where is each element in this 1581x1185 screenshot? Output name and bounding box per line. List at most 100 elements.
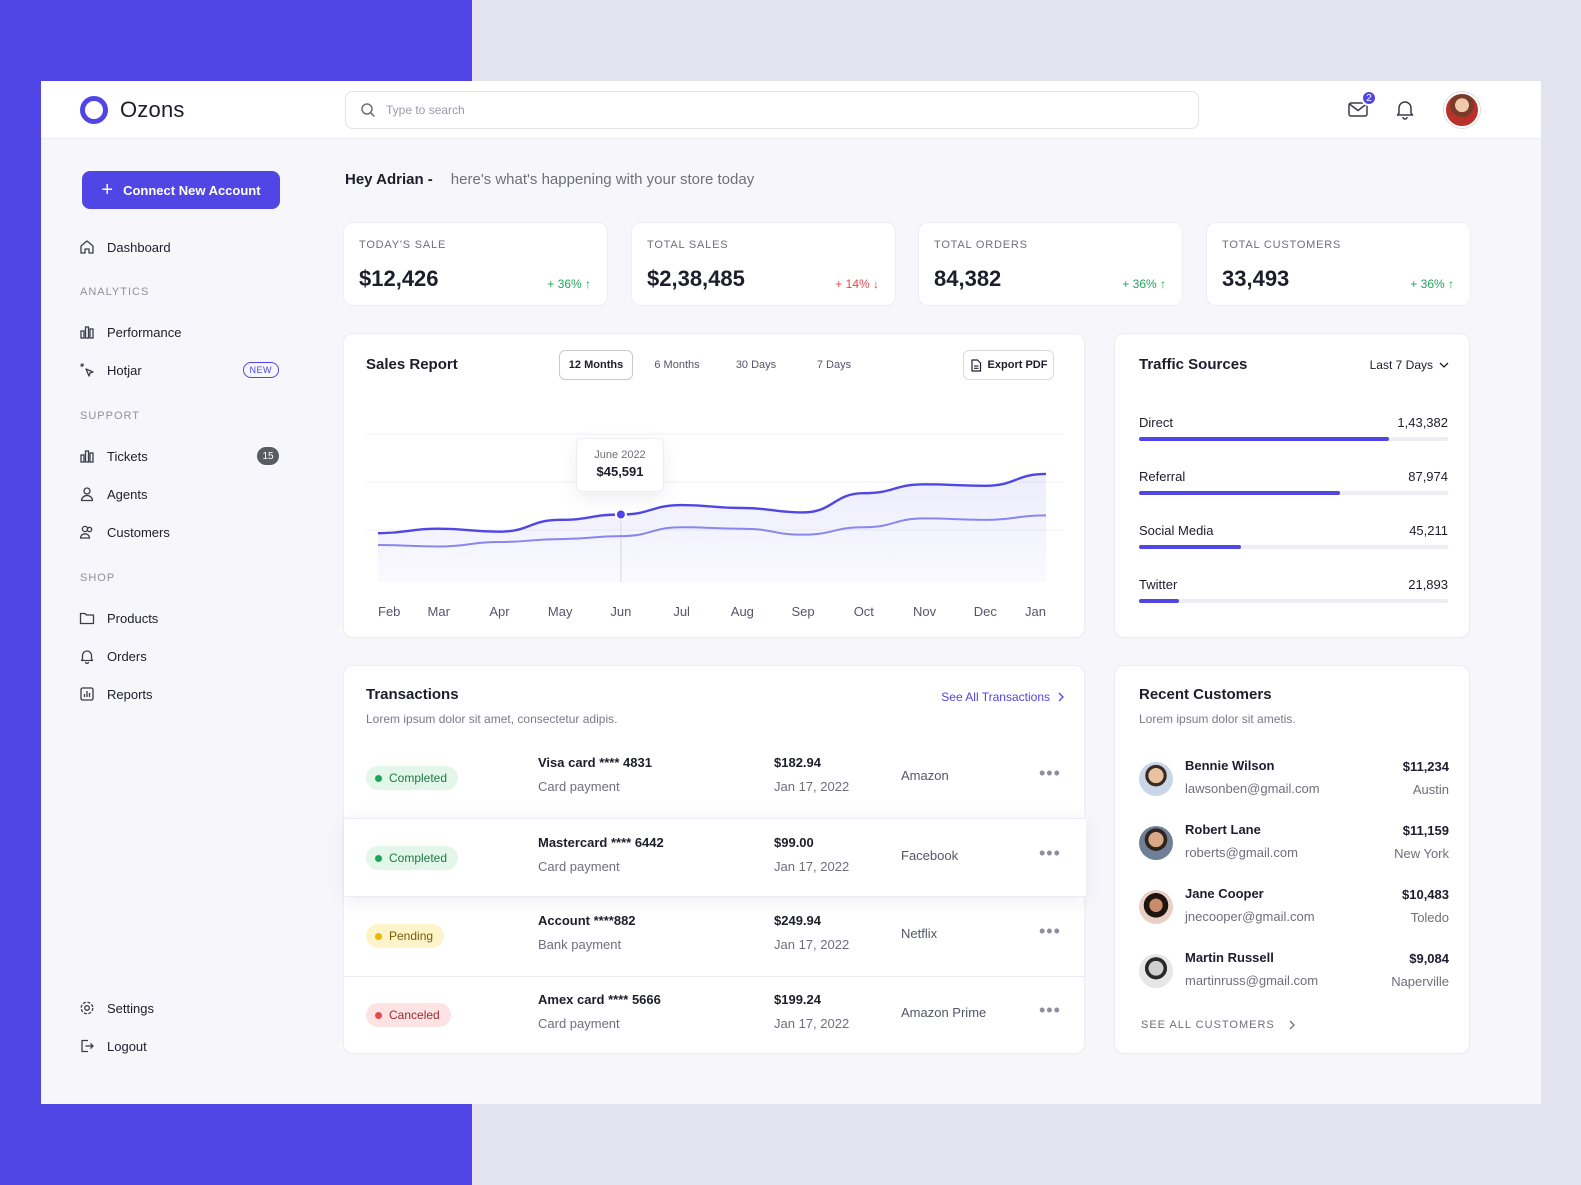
source-bar-fill: [1139, 599, 1180, 603]
x-tick-label: Sep: [792, 604, 815, 619]
stat-value: $2,38,485: [647, 266, 745, 291]
status-badge: Completed: [366, 766, 459, 790]
sidebar-item-label: Customers: [107, 524, 170, 540]
sidebar-item-hotjar[interactable]: Hotjar NEW: [79, 358, 279, 382]
traffic-title: Traffic Sources: [1139, 356, 1248, 373]
tab-30-days[interactable]: 30 Days: [735, 359, 777, 371]
sidebar-item-agents[interactable]: Agents: [79, 482, 279, 506]
data-point: [983, 518, 987, 522]
x-tick-label: Feb: [378, 604, 400, 619]
stat-card-todays-sale: TODAY'S SALE $12,426 + 36% ↑: [343, 222, 608, 306]
x-tick-label: Jun: [610, 604, 631, 619]
section-shop: SHOP: [80, 572, 116, 584]
data-point: [923, 482, 927, 486]
avatar: [1139, 890, 1173, 924]
payment-method: Bank payment: [538, 937, 622, 952]
series-line-secondary: [377, 514, 1047, 548]
more-options-icon[interactable]: •••: [1039, 763, 1061, 783]
table-row[interactable]: Pending Account ****882 Bank payment $24…: [344, 897, 1086, 976]
notifications-button[interactable]: [1394, 98, 1418, 122]
see-all-customers-link[interactable]: SEE ALL CUSTOMERS: [1141, 1019, 1295, 1031]
list-item[interactable]: Bennie Wilson lawsonben@gmail.com $11,23…: [1139, 758, 1449, 804]
status-label: Canceled: [389, 1008, 440, 1022]
transaction-date: Jan 17, 2022: [774, 859, 850, 874]
range-value: Last 7 Days: [1369, 358, 1433, 372]
merchant: Facebook: [901, 848, 959, 863]
customer-city: Toledo: [1410, 910, 1449, 925]
logo[interactable]: Ozons: [80, 96, 185, 124]
cursor-click-icon: [80, 363, 94, 377]
sales-line-chart: Feb Mar Apr May Jun Jul Aug Sep Oct Nov Dec Jan: [366, 433, 1064, 619]
list-item[interactable]: Martin Russell martinruss@gmail.com $9,0…: [1139, 950, 1449, 996]
user-avatar[interactable]: [1444, 92, 1480, 128]
range-dropdown[interactable]: Last 7 Days: [1370, 358, 1449, 372]
status-dot: [375, 854, 382, 862]
list-item[interactable]: Robert Lane roberts@gmail.com $11,159 Ne…: [1139, 822, 1449, 868]
data-point: [619, 534, 623, 538]
data-point: [862, 525, 866, 529]
source-name: Referral: [1139, 469, 1186, 484]
table-row[interactable]: Completed Visa card **** 4831 Card payme…: [344, 739, 1086, 818]
section-support: SUPPORT: [80, 410, 140, 422]
stat-label: TOTAL SALES: [647, 239, 729, 251]
document-icon: [970, 358, 981, 372]
data-point: [558, 537, 562, 541]
table-row[interactable]: Completed Mastercard **** 6442 Card paym…: [344, 818, 1086, 897]
more-options-icon[interactable]: •••: [1039, 1000, 1061, 1020]
source-value: 87,974: [1408, 469, 1448, 484]
customer-city: Naperville: [1391, 974, 1449, 989]
stat-change: + 36% ↑: [1410, 277, 1454, 291]
customer-email: jnecooper@gmail.com: [1185, 909, 1315, 924]
tab-7-days[interactable]: 7 Days: [816, 359, 852, 371]
transactions-card: Transactions See All Transactions Lorem …: [343, 665, 1086, 1055]
card-number: Mastercard **** 6442: [538, 835, 664, 850]
sidebar-item-reports[interactable]: Reports: [79, 682, 279, 706]
sidebar-item-customers[interactable]: Customers: [79, 520, 279, 544]
transactions-title: Transactions: [366, 686, 459, 703]
chevron-down-icon: [1439, 362, 1449, 368]
more-options-icon[interactable]: •••: [1039, 843, 1061, 863]
customer-amount: $9,084: [1409, 951, 1449, 966]
data-point: [680, 503, 684, 507]
stat-change: + 36% ↑: [547, 277, 591, 291]
data-point: [983, 484, 987, 488]
recent-customers-card: Recent Customers Lorem ipsum dolor sit a…: [1114, 665, 1470, 1054]
sidebar-item-orders[interactable]: Orders: [79, 644, 279, 668]
connect-label: Connect New Account: [123, 182, 261, 198]
sales-report-title: Sales Report: [366, 356, 458, 373]
table-row[interactable]: Canceled Amex card **** 5666 Card paymen…: [344, 976, 1086, 1055]
sidebar-item-logout[interactable]: Logout: [79, 1034, 279, 1058]
see-all-label: See All Transactions: [941, 690, 1050, 704]
source-value: 21,893: [1408, 577, 1448, 592]
avatar: [1139, 826, 1173, 860]
see-all-transactions-link[interactable]: See All Transactions: [941, 690, 1064, 704]
search-input[interactable]: [386, 103, 1166, 117]
source-name: Social Media: [1139, 523, 1214, 538]
connect-new-account-button[interactable]: + Connect New Account: [82, 171, 280, 209]
source-name: Direct: [1139, 415, 1173, 430]
tab-6-months[interactable]: 6 Months: [654, 359, 700, 371]
mail-button[interactable]: 2: [1347, 90, 1377, 122]
customer-amount: $10,483: [1402, 887, 1449, 902]
stat-card-total-customers: TOTAL CUSTOMERS 33,493 + 36% ↑: [1206, 222, 1471, 306]
stat-label: TODAY'S SALE: [359, 239, 447, 251]
sidebar-item-performance[interactable]: Performance: [79, 320, 279, 344]
sidebar-item-dashboard[interactable]: Dashboard: [79, 235, 279, 259]
export-pdf-button[interactable]: Export PDF: [963, 350, 1054, 380]
customers-subtitle: Lorem ipsum dolor sit ametis.: [1139, 712, 1296, 726]
customer-name: Jane Cooper: [1185, 886, 1264, 901]
more-options-icon[interactable]: •••: [1039, 921, 1061, 941]
tooltip-date: June 2022: [594, 449, 646, 461]
avatar: [1139, 954, 1173, 988]
search-icon: [361, 103, 375, 117]
search-bar[interactable]: [345, 91, 1199, 129]
list-item[interactable]: Jane Cooper jnecooper@gmail.com $10,483 …: [1139, 886, 1449, 932]
stat-value: 84,382: [934, 266, 1002, 291]
bar-chart-icon: [80, 326, 94, 339]
sidebar-item-products[interactable]: Products: [79, 606, 279, 630]
sidebar-item-settings[interactable]: Settings: [79, 996, 279, 1020]
series-line-primary: [377, 472, 1047, 535]
tab-12-months[interactable]: 12 Months: [559, 350, 633, 380]
sidebar-item-tickets[interactable]: Tickets 15: [79, 444, 279, 468]
data-point: [680, 525, 684, 529]
